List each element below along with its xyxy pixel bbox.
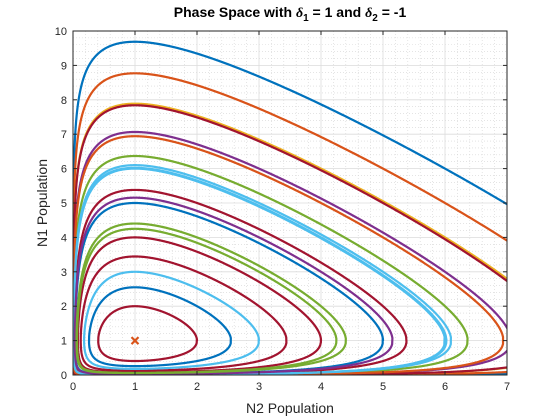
x-tick-label: 4 xyxy=(318,381,324,393)
y-tick-label: 4 xyxy=(61,232,67,244)
x-tick-label: 5 xyxy=(380,381,386,393)
trajectories xyxy=(73,40,507,375)
x-axis-label: N2 Population xyxy=(246,400,334,416)
x-tick-label: 1 xyxy=(132,381,138,393)
trajectory-line xyxy=(83,270,261,370)
trajectory-line xyxy=(97,305,199,363)
x-tick-label: 6 xyxy=(442,381,448,393)
y-tick-labels: 0 1 2 3 4 5 6 7 8 9 10 xyxy=(55,26,67,382)
y-tick-label: 6 xyxy=(61,164,67,176)
chart-title: Phase Space with δ1 = 1 and δ2 = -1 xyxy=(174,4,407,24)
y-tick-label: 2 xyxy=(61,301,67,313)
trajectory-line xyxy=(87,286,232,368)
y-tick-label: 9 xyxy=(61,60,67,72)
y-tick-label: 0 xyxy=(61,370,67,382)
y-tick-label: 8 xyxy=(61,95,67,107)
y-axis-label: N1 Population xyxy=(34,159,50,247)
equilibrium-x-stroke xyxy=(130,336,140,345)
y-tick-label: 3 xyxy=(61,267,67,279)
trajectory-line xyxy=(75,227,338,374)
x-tick-labels: 0 1 2 3 4 5 6 7 xyxy=(70,381,510,393)
y-tick-label: 5 xyxy=(61,198,67,210)
y-tick-label: 1 xyxy=(61,336,67,348)
y-tick-label: 10 xyxy=(55,26,67,38)
x-tick-label: 3 xyxy=(256,381,262,393)
trajectory-line xyxy=(79,255,288,372)
x-tick-label: 7 xyxy=(504,381,510,393)
x-tick-label: 0 xyxy=(70,381,76,393)
x-tick-label: 2 xyxy=(194,381,200,393)
y-tick-label: 7 xyxy=(61,129,67,141)
axis-ticks xyxy=(72,30,508,376)
equilibrium-marker xyxy=(130,336,140,345)
